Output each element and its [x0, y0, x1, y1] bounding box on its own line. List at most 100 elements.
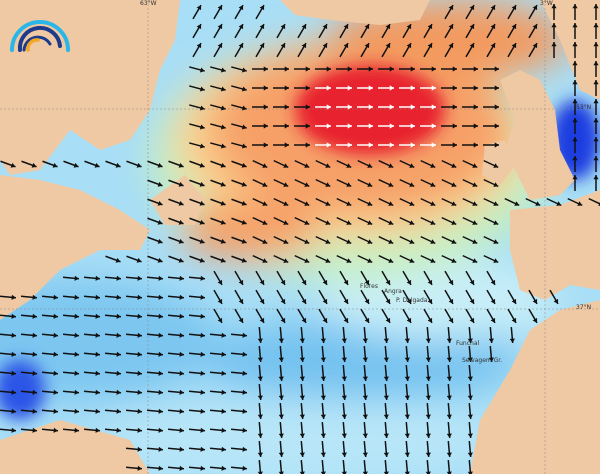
wave-arrow — [357, 254, 373, 264]
wave-arrow — [146, 351, 164, 357]
wave-arrow — [252, 254, 268, 264]
wave-arrow — [444, 4, 454, 20]
wave-arrow — [0, 294, 17, 300]
wave-arrow — [188, 465, 206, 471]
land-caribbean — [0, 420, 150, 474]
wave-arrow — [483, 235, 499, 245]
wave-arrow — [20, 332, 38, 338]
wave-arrow — [357, 197, 373, 207]
wave-arrow — [297, 308, 307, 324]
wave-arrow — [383, 383, 389, 401]
wave-arrow — [20, 408, 38, 414]
wave-arrow — [593, 156, 599, 172]
wave-arrow — [593, 80, 599, 96]
wave-arrow — [84, 160, 100, 168]
wave-arrow — [467, 364, 473, 382]
wave-arrow — [188, 351, 206, 357]
wave-arrow — [168, 198, 184, 206]
wave-arrow — [125, 446, 143, 452]
wave-arrow — [551, 23, 557, 39]
wave-arrow — [192, 23, 202, 39]
wave-arrow — [593, 61, 599, 77]
wave-arrow — [167, 389, 185, 395]
wave-arrow — [315, 159, 331, 169]
wave-arrow — [339, 308, 349, 324]
wave-arrow — [399, 85, 415, 91]
wave-arrow — [273, 178, 289, 188]
wave-arrow — [62, 275, 80, 281]
wave-arrow — [188, 294, 206, 300]
land-ireland — [482, 140, 515, 185]
wave-arrow — [146, 465, 164, 471]
wave-arrow — [297, 289, 307, 305]
wave-arrow — [378, 216, 394, 226]
wave-arrow — [381, 270, 391, 286]
wave-arrow — [189, 85, 205, 92]
latitude-label: 53°N — [576, 104, 592, 111]
wave-arrow — [192, 42, 202, 58]
wave-arrow — [273, 142, 289, 148]
wave-arrow — [593, 175, 599, 191]
wave-arrow — [441, 254, 457, 264]
wave-arrow — [299, 459, 305, 474]
wave-arrow — [20, 427, 38, 433]
wave-arrow — [567, 197, 583, 207]
wave-arrow — [420, 178, 436, 188]
wave-arrow — [572, 137, 578, 153]
wave-arrow — [146, 389, 164, 395]
wave-arrow — [483, 104, 499, 110]
wave-arrow — [357, 85, 373, 91]
wave-arrow — [252, 159, 268, 169]
wave-arrow — [278, 345, 284, 363]
wave-arrow — [230, 389, 248, 395]
wave-arrow — [167, 294, 185, 300]
wave-arrow — [252, 197, 268, 207]
wave-arrow — [315, 178, 331, 188]
wave-arrow — [294, 85, 310, 91]
land-newfoundland — [150, 175, 205, 225]
wave-arrow — [255, 23, 265, 39]
wave-arrow — [299, 345, 305, 363]
wave-arrow — [593, 23, 599, 39]
wave-arrow — [320, 345, 326, 363]
wave-arrow — [444, 308, 454, 324]
wave-arrow — [378, 85, 394, 91]
wave-arrow — [20, 313, 38, 319]
wave-arrow — [147, 160, 163, 168]
wave-arrow — [189, 255, 205, 263]
wave-arrow — [192, 4, 202, 20]
wave-arrow — [360, 23, 370, 39]
wave-arrow — [341, 383, 347, 401]
wave-arrow — [188, 408, 206, 414]
wave-arrow — [230, 427, 248, 433]
wave-arrow — [336, 66, 352, 72]
wave-arrow — [425, 421, 431, 439]
wave-arrow — [294, 142, 310, 148]
wave-arrow — [252, 235, 268, 245]
brand-logo — [10, 20, 70, 52]
wave-arrow — [189, 123, 205, 130]
wave-arrow — [189, 198, 205, 206]
wave-arrow — [210, 255, 226, 263]
wave-arrow — [273, 216, 289, 226]
wave-arrow — [488, 326, 494, 344]
wave-arrow — [399, 66, 415, 72]
wave-arrow — [189, 179, 205, 187]
wave-arrow — [404, 402, 410, 420]
wave-arrow — [189, 236, 205, 244]
wave-arrow — [383, 459, 389, 474]
wave-arrow — [486, 289, 496, 305]
wave-arrow — [230, 465, 248, 471]
wave-arrow — [425, 364, 431, 382]
wave-arrow — [420, 254, 436, 264]
wave-arrow — [462, 216, 478, 226]
wave-arrow — [572, 4, 578, 20]
wave-arrow — [230, 351, 248, 357]
wave-arrow — [231, 217, 247, 225]
wave-arrow — [441, 159, 457, 169]
wave-arrow — [462, 142, 478, 148]
wave-arrow — [213, 308, 223, 324]
wave-arrow — [357, 142, 373, 148]
